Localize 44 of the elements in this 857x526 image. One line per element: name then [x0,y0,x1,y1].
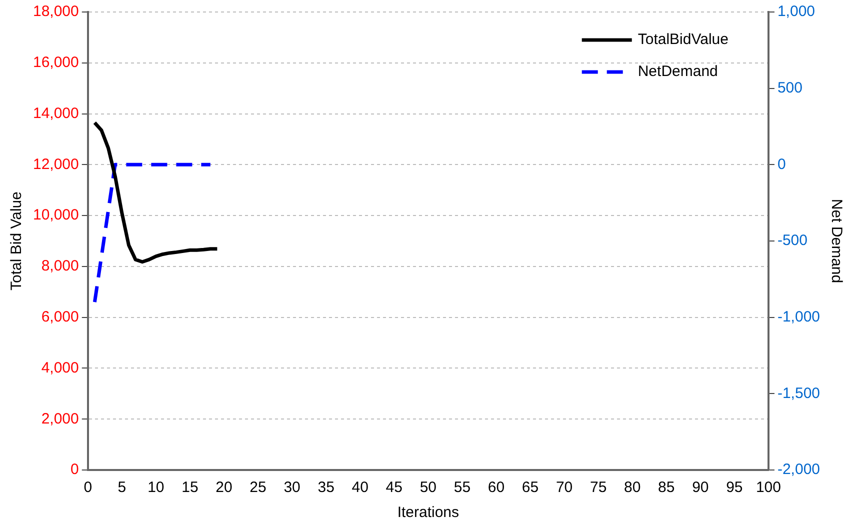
y-tick-label: 12,000 [32,156,79,173]
x-axis-title: Iterations [397,504,460,522]
y-tick-label: 16,000 [32,54,79,72]
y-tick-label: 4,000 [41,359,79,376]
y-tick-label: 14,000 [32,104,79,122]
y2-axis-title: Net Demand [828,198,845,284]
y2-tick-label: -1,500 [777,384,820,402]
x-tick-label: 80 [624,479,641,496]
line-series [92,162,212,304]
x-tick-label: 15 [182,479,198,496]
x-tick-label: 50 [420,479,437,496]
x-tick-label: 55 [454,479,471,496]
x-tick-label: 65 [522,479,539,496]
y-tick-label: 0 [70,461,79,478]
x-tick-label: 45 [386,479,402,496]
legend-label: TotalBidValue [638,31,728,48]
x-tick-label: 20 [216,479,232,496]
x-tick-label: 90 [692,479,709,496]
legend-label: NetDemand [638,63,718,80]
x-tick-label: 10 [148,479,164,496]
y2-tick-label: -2,000 [777,461,820,478]
x-tick-label: 35 [318,479,334,496]
y2-tick-label: -1,000 [777,308,820,326]
x-tick-label: 75 [590,479,607,496]
y-tick-label: 2,000 [41,410,79,428]
y2-tick-label: 0 [777,156,786,173]
y-tick-label: 6,000 [41,308,79,326]
x-tick-label: 70 [556,479,573,496]
x-tick-label: 0 [84,479,92,496]
x-tick-label: 30 [284,479,300,496]
x-tick-label: 25 [250,479,266,496]
x-tick-label: 40 [352,479,368,496]
x-tick-label: 95 [726,479,743,496]
y2-tick-label: -500 [777,232,808,250]
x-tick-label: 85 [658,479,675,496]
y-tick-label: 18,000 [32,3,79,20]
x-tick-label: 5 [118,479,126,496]
y2-tick-label: 500 [777,79,802,96]
y-tick-label: 8,000 [41,258,79,275]
y-axis-title: Total Bid Value [8,192,26,290]
y2-tick-label: 1,000 [777,3,816,20]
y-tick-label: 10,000 [32,206,79,224]
x-tick-label: 60 [488,479,505,496]
x-tick-label: 100 [756,479,781,496]
